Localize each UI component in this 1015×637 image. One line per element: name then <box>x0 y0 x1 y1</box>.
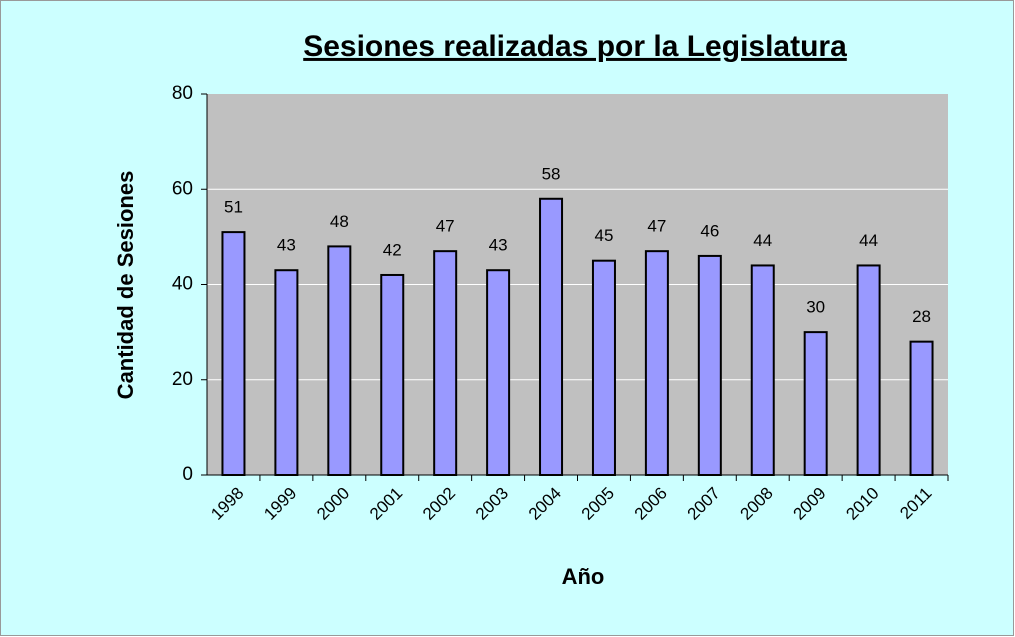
data-label: 43 <box>489 236 508 255</box>
y-tick-label: 20 <box>172 369 193 390</box>
bar <box>380 273 405 476</box>
bar <box>697 254 722 476</box>
bar <box>644 250 669 476</box>
data-label: 47 <box>647 217 666 236</box>
chart-title: Sesiones realizadas por la Legislatura <box>303 30 847 63</box>
bar <box>591 259 616 476</box>
bar <box>909 340 934 476</box>
bar <box>486 269 511 476</box>
bar <box>221 231 246 476</box>
data-label: 45 <box>595 226 614 245</box>
y-tick-label: 0 <box>182 464 193 485</box>
data-label: 46 <box>700 221 719 240</box>
data-label: 30 <box>806 298 825 317</box>
data-label: 43 <box>277 236 296 255</box>
y-tick-label: 80 <box>172 83 193 104</box>
data-label: 42 <box>383 240 402 259</box>
bar <box>274 269 299 476</box>
data-label: 58 <box>542 164 561 183</box>
data-label: 28 <box>912 307 931 326</box>
y-tick-label: 60 <box>172 178 193 199</box>
bar <box>856 264 881 477</box>
data-label: 48 <box>330 212 349 231</box>
x-axis-label: Año <box>562 564 605 589</box>
data-label: 44 <box>859 231 878 250</box>
bar <box>803 331 828 476</box>
bar <box>433 250 458 476</box>
data-label: 44 <box>753 231 772 250</box>
y-tick-label: 40 <box>172 274 193 295</box>
bar <box>539 197 564 476</box>
bar <box>327 245 352 476</box>
y-axis-label: Cantidad de Sesiones <box>113 171 138 400</box>
data-label: 51 <box>224 198 243 217</box>
data-label: 47 <box>436 217 455 236</box>
bar <box>750 264 775 477</box>
